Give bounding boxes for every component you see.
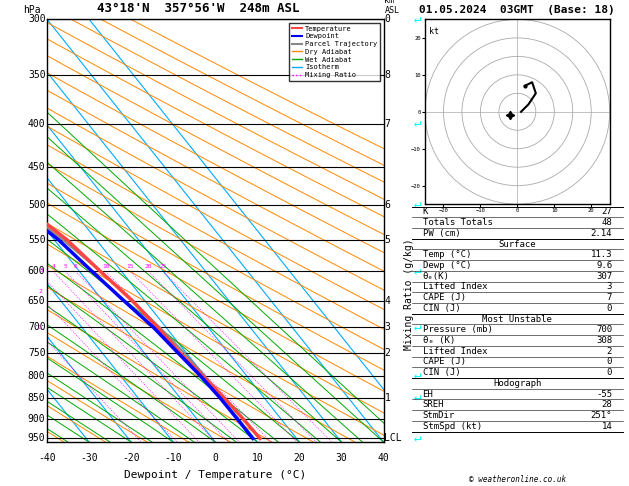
Text: 3: 3 (607, 282, 612, 292)
Text: 0: 0 (607, 357, 612, 366)
Text: PW (cm): PW (cm) (423, 229, 460, 238)
Text: -30: -30 (81, 453, 98, 463)
Text: Mixing Ratio (g/kg): Mixing Ratio (g/kg) (404, 239, 414, 350)
Text: 10: 10 (252, 453, 264, 463)
Text: 28: 28 (601, 400, 612, 409)
Text: 48: 48 (601, 218, 612, 227)
Text: km
ASL: km ASL (384, 0, 399, 15)
Text: ↵: ↵ (414, 432, 421, 445)
Text: 0: 0 (384, 15, 390, 24)
Text: Dewp (°C): Dewp (°C) (423, 261, 471, 270)
Text: 27: 27 (601, 208, 612, 216)
Text: 9.6: 9.6 (596, 261, 612, 270)
Text: 5: 5 (384, 235, 390, 245)
Text: Pressure (mb): Pressure (mb) (423, 325, 493, 334)
Text: ↵: ↵ (414, 118, 421, 131)
Text: 750: 750 (28, 347, 45, 358)
Text: 8: 8 (384, 70, 390, 81)
Text: 950: 950 (28, 434, 45, 443)
Text: 20: 20 (294, 453, 306, 463)
Text: LCL: LCL (384, 434, 402, 443)
Text: Temp (°C): Temp (°C) (423, 250, 471, 259)
Text: 25: 25 (159, 264, 167, 269)
Text: 450: 450 (28, 162, 45, 172)
Text: CIN (J): CIN (J) (423, 304, 460, 313)
Text: SREH: SREH (423, 400, 444, 409)
Text: StmDir: StmDir (423, 411, 455, 420)
Text: 10: 10 (102, 264, 109, 269)
Text: θₑ(K): θₑ(K) (423, 272, 449, 281)
Text: -55: -55 (596, 390, 612, 399)
Text: CIN (J): CIN (J) (423, 368, 460, 377)
Text: 2: 2 (384, 347, 390, 358)
Text: -20: -20 (123, 453, 140, 463)
Text: ↵: ↵ (414, 265, 421, 278)
Text: 1: 1 (37, 326, 41, 330)
Text: 2: 2 (607, 347, 612, 356)
Text: 7: 7 (384, 119, 390, 129)
Text: ↵: ↵ (414, 369, 421, 382)
Text: Lifted Index: Lifted Index (423, 347, 487, 356)
Text: Most Unstable: Most Unstable (482, 314, 552, 324)
Text: -10: -10 (165, 453, 182, 463)
Text: 11.3: 11.3 (591, 250, 612, 259)
Text: 400: 400 (28, 119, 45, 129)
Text: 251°: 251° (591, 411, 612, 420)
Text: hPa: hPa (24, 5, 42, 15)
Text: Totals Totals: Totals Totals (423, 218, 493, 227)
Text: θₑ (K): θₑ (K) (423, 336, 455, 345)
Legend: Temperature, Dewpoint, Parcel Trajectory, Dry Adiabat, Wet Adiabat, Isotherm, Mi: Temperature, Dewpoint, Parcel Trajectory… (289, 23, 380, 81)
Text: 900: 900 (28, 414, 45, 424)
Text: 2: 2 (38, 289, 42, 295)
Text: 4: 4 (51, 264, 55, 269)
Text: 500: 500 (28, 200, 45, 210)
Text: 0: 0 (607, 304, 612, 313)
Text: 15: 15 (126, 264, 134, 269)
Text: ↵: ↵ (414, 392, 421, 404)
Text: 700: 700 (596, 325, 612, 334)
Text: 850: 850 (28, 393, 45, 403)
Text: 0: 0 (213, 453, 218, 463)
Text: 300: 300 (28, 15, 45, 24)
Text: 3: 3 (39, 268, 43, 273)
Text: Dewpoint / Temperature (°C): Dewpoint / Temperature (°C) (125, 470, 306, 480)
Text: 40: 40 (378, 453, 389, 463)
Text: 350: 350 (28, 70, 45, 81)
Text: -40: -40 (38, 453, 56, 463)
Text: 4: 4 (384, 295, 390, 306)
Text: © weatheronline.co.uk: © weatheronline.co.uk (469, 474, 566, 484)
Text: 650: 650 (28, 295, 45, 306)
Text: 550: 550 (28, 235, 45, 245)
Text: Lifted Index: Lifted Index (423, 282, 487, 292)
Text: 6: 6 (74, 264, 77, 269)
Text: ↵: ↵ (414, 199, 421, 211)
Text: kt: kt (429, 27, 438, 36)
Text: 30: 30 (336, 453, 347, 463)
Text: 6: 6 (384, 200, 390, 210)
Text: Hodograph: Hodograph (493, 379, 542, 388)
Text: 800: 800 (28, 371, 45, 381)
Text: 308: 308 (596, 336, 612, 345)
Text: Surface: Surface (499, 240, 536, 248)
Text: 5: 5 (64, 264, 67, 269)
Text: CAPE (J): CAPE (J) (423, 293, 465, 302)
Text: 7: 7 (607, 293, 612, 302)
Text: ↵: ↵ (414, 13, 421, 26)
Text: ↵: ↵ (414, 321, 421, 334)
Text: EH: EH (423, 390, 433, 399)
Text: 20: 20 (145, 264, 152, 269)
Text: 01.05.2024  03GMT  (Base: 18): 01.05.2024 03GMT (Base: 18) (420, 4, 615, 15)
Text: 2.14: 2.14 (591, 229, 612, 238)
Text: CAPE (J): CAPE (J) (423, 357, 465, 366)
Text: 43°18'N  357°56'W  248m ASL: 43°18'N 357°56'W 248m ASL (97, 1, 300, 15)
Text: 307: 307 (596, 272, 612, 281)
Text: 0: 0 (607, 368, 612, 377)
Text: 3: 3 (384, 322, 390, 332)
Text: 600: 600 (28, 266, 45, 277)
Text: 1: 1 (384, 393, 390, 403)
Text: 14: 14 (601, 422, 612, 431)
Text: 700: 700 (28, 322, 45, 332)
Text: StmSpd (kt): StmSpd (kt) (423, 422, 482, 431)
Text: K: K (423, 208, 428, 216)
